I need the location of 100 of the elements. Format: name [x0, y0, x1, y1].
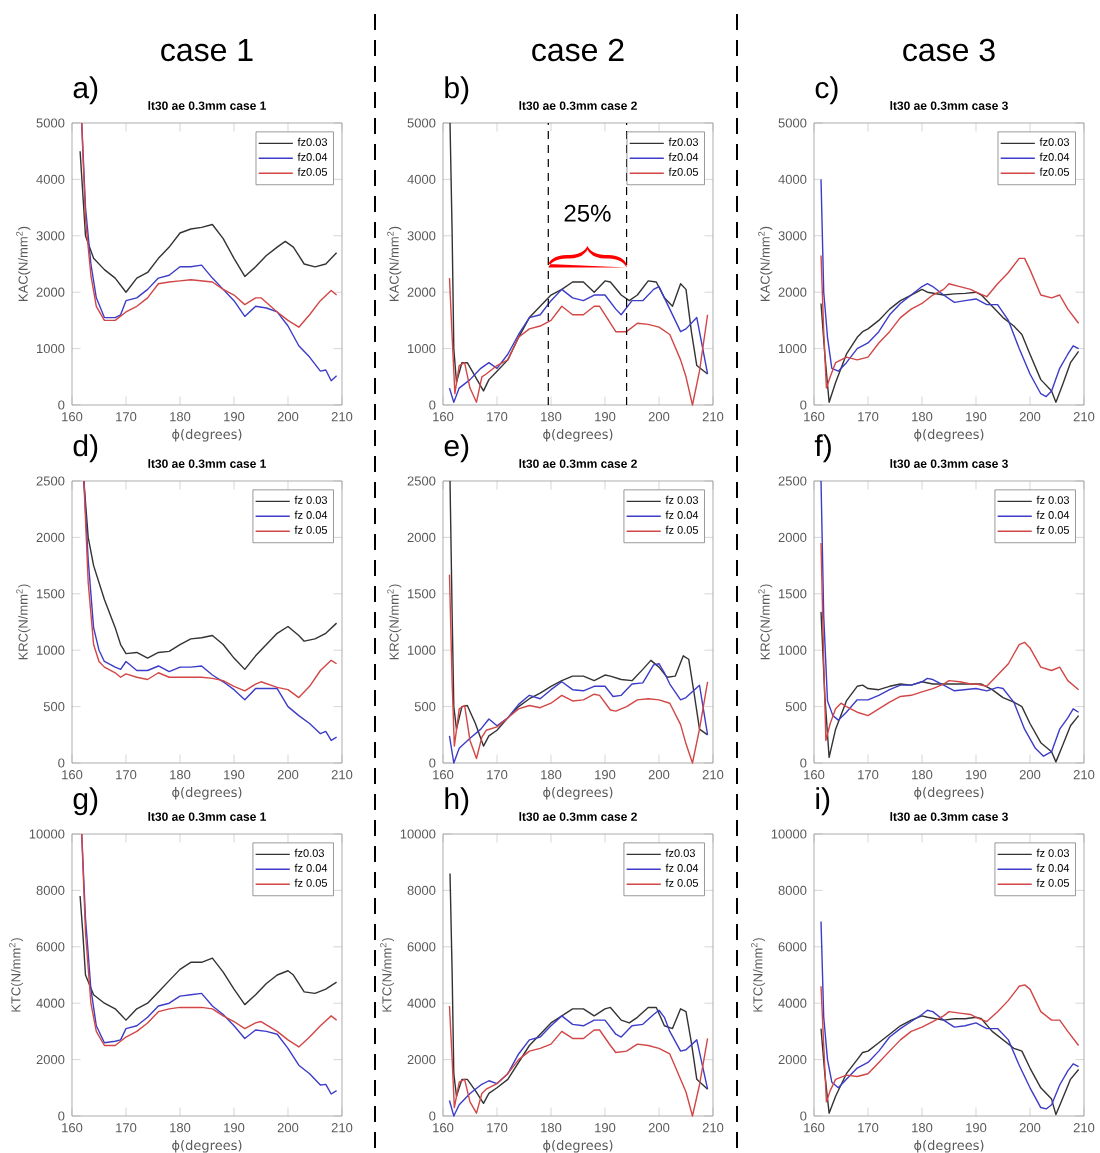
y-tick-label: 10000	[400, 829, 436, 839]
y-tick-label: 1000	[37, 645, 65, 655]
legend-label: fz0.03	[297, 137, 328, 146]
annotation: 25%	[564, 204, 611, 222]
x-axis-title: ϕ(degrees)	[543, 1140, 613, 1153]
y-tick-label: 2000	[778, 287, 807, 297]
x-tick-label: 160	[804, 770, 825, 780]
y-tick-label: 8000	[407, 885, 436, 895]
x-tick-label: 200	[277, 1123, 299, 1133]
x-tick-label: 190	[595, 1123, 616, 1133]
y-tick-label: 6000	[36, 942, 65, 952]
line-series	[820, 984, 1080, 1103]
y-axis-title: KAC(N/mm$^{2}$)	[16, 226, 31, 301]
x-tick-label: 210	[702, 412, 724, 422]
y-tick-label: 1000	[408, 645, 436, 655]
x-tick-label: 200	[648, 1123, 670, 1133]
y-tick-label: 3000	[407, 231, 436, 241]
x-tick-label: 170	[116, 770, 137, 780]
x-tick-label: 180	[541, 412, 562, 422]
x-tick-label: 170	[116, 412, 137, 422]
legend-label: fz 0.04	[665, 863, 699, 872]
chart-title: lt30 ae 0.3mm case 3	[890, 459, 1008, 468]
line-series	[820, 542, 1080, 742]
legend-label: fz 0.03	[665, 495, 699, 504]
y-tick-label: 0	[429, 758, 436, 768]
x-tick-label: 200	[1019, 412, 1041, 422]
y-tick-label: 1000	[779, 344, 807, 354]
x-axis-title: ϕ(degrees)	[172, 1140, 242, 1153]
x-tick-label: 170	[858, 1123, 879, 1133]
chart-title: lt30 ae 0.3mm case 2	[519, 812, 637, 821]
y-tick-label: 8000	[778, 885, 807, 895]
text: b)	[445, 76, 469, 105]
y-axis-title: KRC(N/mm$^{2}$)	[387, 584, 402, 660]
x-tick-label: 170	[487, 770, 508, 780]
y-tick-label: 6000	[778, 942, 807, 952]
x-tick-label: 160	[62, 412, 83, 422]
x-tick-label: 210	[702, 770, 724, 780]
x-tick-label: 190	[595, 412, 616, 422]
x-tick-label: 190	[224, 1123, 245, 1133]
chart-title: lt30 ae 0.3mm case 2	[519, 459, 637, 468]
y-tick-label: 500	[785, 702, 807, 712]
x-axis-title: ϕ(degrees)	[914, 1140, 984, 1153]
text: case 2	[532, 38, 624, 62]
text: f)	[814, 434, 831, 463]
legend-label: fz0.05	[1039, 167, 1070, 176]
x-tick-label: 190	[224, 770, 245, 780]
y-axis-title: KAC(N/mm$^{2}$)	[758, 226, 773, 301]
text: case 1	[161, 38, 253, 62]
text: h)	[445, 787, 469, 816]
line-series	[820, 920, 1080, 1110]
x-tick-label: 200	[1019, 770, 1041, 780]
x-tick-label: 160	[62, 1123, 83, 1133]
text: g)	[73, 787, 98, 816]
x-tick-label: 170	[858, 412, 879, 422]
chart-title: lt30 ae 0.3mm case 1	[148, 812, 267, 821]
y-tick-label: 0	[800, 400, 807, 410]
y-tick-label: 0	[429, 400, 436, 410]
legend-label: fz0.03	[1039, 137, 1070, 146]
x-tick-label: 210	[1073, 770, 1095, 780]
y-tick-label: 6000	[407, 942, 436, 952]
chart-title: lt30 ae 0.3mm case 1	[148, 459, 267, 468]
y-tick-label: 2000	[407, 532, 436, 542]
text: d)	[73, 434, 98, 463]
y-tick-label: 0	[800, 758, 807, 768]
x-tick-label: 190	[966, 770, 987, 780]
x-tick-label: 170	[116, 1123, 137, 1133]
y-axis-title: KAC(N/mm$^{2}$)	[387, 226, 402, 301]
x-tick-label: 210	[702, 1123, 724, 1133]
legend-label: fz 0.03	[1036, 495, 1070, 504]
y-tick-label: 8000	[36, 885, 65, 895]
legend-label: fz0.03	[665, 848, 695, 857]
y-tick-label: 0	[429, 1111, 436, 1121]
y-tick-label: 2000	[778, 532, 807, 542]
y-tick-label: 4000	[407, 174, 436, 184]
legend-label: fz 0.03	[294, 495, 328, 504]
legend-label: fz0.05	[297, 167, 328, 176]
legend-label: fz0.04	[668, 152, 699, 161]
y-tick-label: 5000	[407, 118, 436, 128]
line-series	[79, 895, 338, 1021]
y-axis-title: KTC(N/mm$^{2}$)	[750, 938, 766, 1012]
line-series	[820, 288, 1080, 403]
text: e)	[444, 434, 469, 463]
x-tick-label: 180	[541, 770, 562, 780]
legend-label: fz 0.05	[294, 878, 328, 887]
y-tick-label: 2500	[36, 476, 65, 486]
x-tick-label: 210	[1073, 1123, 1095, 1133]
y-tick-label: 0	[58, 400, 65, 410]
x-tick-label: 180	[912, 1123, 933, 1133]
legend-label: fz 0.03	[1036, 848, 1070, 857]
y-axis-title: KTC(N/mm$^{2}$)	[379, 938, 395, 1012]
y-tick-label: 10000	[771, 829, 807, 839]
legend-label: fz0.05	[668, 167, 699, 176]
x-tick-label: 210	[331, 770, 353, 780]
y-axis-title: KRC(N/mm$^{2}$)	[758, 584, 773, 660]
y-tick-label: 2000	[36, 287, 65, 297]
legend-label: fz 0.05	[1036, 878, 1070, 887]
x-axis-title: ϕ(degrees)	[172, 787, 242, 800]
line-series	[79, 150, 338, 293]
y-tick-label: 500	[414, 702, 436, 712]
y-tick-label: 5000	[778, 118, 807, 128]
